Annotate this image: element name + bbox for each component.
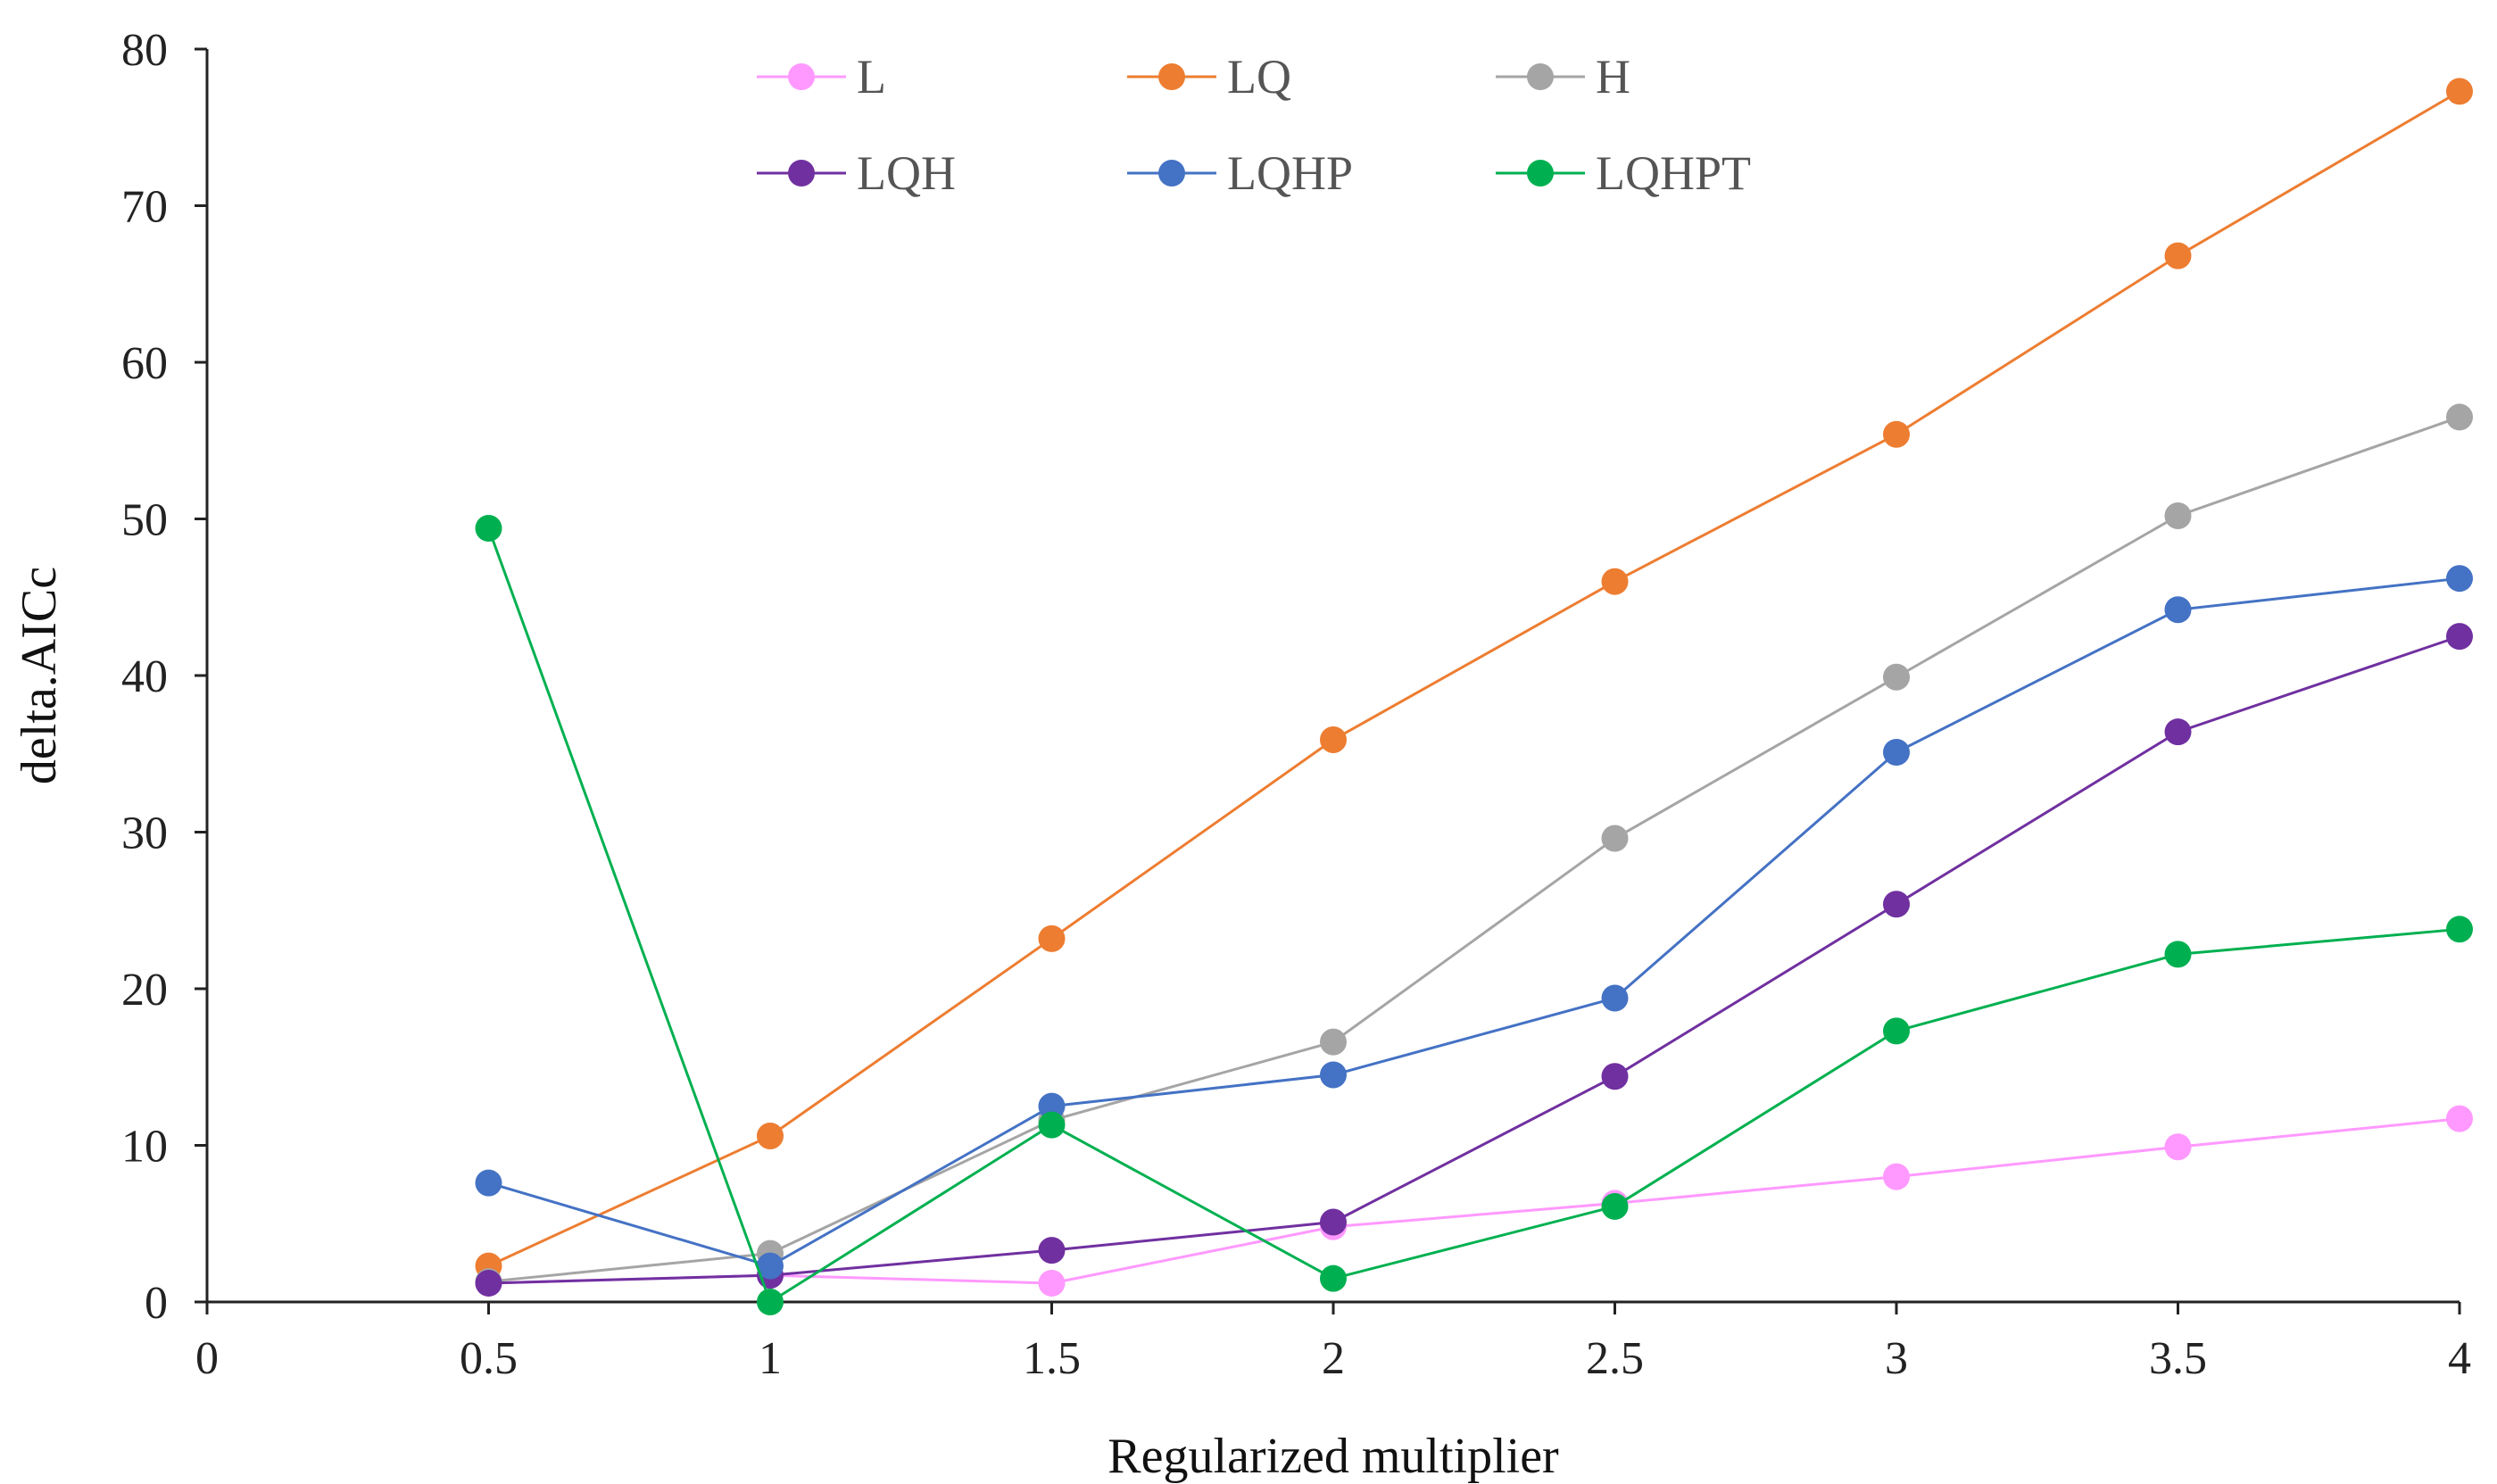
legend-item-lqhp: LQHP bbox=[1127, 146, 1353, 200]
x-tick-label: 4 bbox=[2448, 1333, 2471, 1384]
data-point bbox=[1320, 1061, 1347, 1089]
y-tick-label: 80 bbox=[121, 25, 168, 76]
legend-item-lqh: LQH bbox=[757, 146, 956, 200]
y-tick-label: 50 bbox=[121, 495, 168, 546]
data-point bbox=[1038, 924, 1066, 952]
data-point bbox=[1601, 825, 1629, 852]
data-point bbox=[757, 1289, 784, 1315]
x-tick-label: 0.5 bbox=[460, 1333, 518, 1384]
series-layer bbox=[475, 78, 2473, 1315]
x-tick-label: 3.5 bbox=[2149, 1333, 2207, 1384]
series-line bbox=[488, 576, 2460, 1268]
series-lqhpt bbox=[475, 515, 2473, 1315]
data-point bbox=[757, 1122, 784, 1149]
x-tick-label: 2.5 bbox=[1586, 1333, 1644, 1384]
x-tick-label: 1.5 bbox=[1023, 1333, 1081, 1384]
legend-marker bbox=[788, 63, 815, 90]
series-lqhp bbox=[475, 565, 2473, 1280]
data-point bbox=[2446, 623, 2473, 651]
x-tick-label: 2 bbox=[1322, 1333, 1345, 1384]
data-point bbox=[2164, 242, 2192, 269]
data-point bbox=[1320, 1264, 1347, 1292]
data-point bbox=[1883, 891, 1910, 918]
legend-label: LQHPT bbox=[1596, 146, 1751, 200]
legend-marker bbox=[788, 160, 815, 187]
axes: 0 10 20 30 40 50 60 70 80 0 0.5 1 1.5 2 2.5 3 3.5 4 bbox=[121, 25, 2471, 1384]
data-point bbox=[1601, 1063, 1629, 1090]
data-point bbox=[2446, 1105, 2473, 1132]
series-line bbox=[488, 416, 2460, 1283]
series-line bbox=[488, 634, 2460, 1285]
data-point bbox=[475, 1269, 502, 1297]
legend-label: LQH bbox=[857, 146, 956, 200]
y-tick-label: 30 bbox=[121, 808, 168, 859]
legend-label: L bbox=[857, 50, 886, 104]
data-point bbox=[1038, 1092, 1066, 1120]
data-point bbox=[1883, 1017, 1910, 1045]
legend-item-h: H bbox=[1496, 50, 1630, 104]
legend-item-lqhpt: LQHPT bbox=[1496, 146, 1751, 200]
data-point bbox=[2446, 78, 2473, 105]
y-tick-label: 60 bbox=[121, 338, 168, 389]
data-point bbox=[2446, 916, 2473, 943]
x-axis-title: Regularized multiplier bbox=[1107, 1429, 1559, 1484]
x-tick-label: 3 bbox=[1885, 1333, 1908, 1384]
data-point bbox=[1601, 568, 1629, 595]
legend-marker bbox=[1527, 160, 1554, 187]
x-tick-label: 1 bbox=[759, 1333, 782, 1384]
data-point bbox=[1320, 1208, 1347, 1236]
data-point bbox=[1038, 1237, 1066, 1264]
y-tick-label: 20 bbox=[121, 965, 168, 1016]
data-point bbox=[1320, 725, 1347, 753]
legend-marker bbox=[1158, 160, 1185, 187]
series-line bbox=[487, 90, 2460, 1267]
y-tick-label: 70 bbox=[121, 182, 168, 233]
data-point bbox=[2164, 596, 2192, 624]
data-point bbox=[2446, 403, 2473, 431]
legend-item-lq: LQ bbox=[1127, 50, 1291, 104]
legend-item-l: L bbox=[757, 50, 886, 104]
y-tick-label: 10 bbox=[121, 1122, 168, 1173]
data-point bbox=[1038, 1269, 1066, 1297]
data-point bbox=[1601, 984, 1629, 1012]
legend-marker bbox=[1158, 63, 1185, 90]
series-line bbox=[488, 1117, 2460, 1285]
data-point bbox=[1883, 663, 1910, 691]
data-point bbox=[475, 1169, 502, 1197]
data-point bbox=[1883, 738, 1910, 766]
data-point bbox=[1038, 1111, 1066, 1139]
series-line bbox=[487, 527, 2460, 1305]
x-tick-label: 0 bbox=[195, 1333, 219, 1384]
data-point bbox=[2164, 718, 2192, 746]
y-axis-title: delta.AICc bbox=[12, 567, 67, 784]
data-point bbox=[1883, 420, 1910, 448]
data-point bbox=[1883, 1163, 1910, 1190]
legend-label: H bbox=[1596, 50, 1630, 104]
data-point bbox=[1320, 1028, 1347, 1056]
data-point bbox=[1601, 1192, 1629, 1220]
data-point bbox=[2164, 941, 2192, 968]
data-point bbox=[757, 1252, 784, 1280]
data-point bbox=[475, 515, 502, 543]
data-point bbox=[2446, 565, 2473, 593]
series-lq bbox=[475, 78, 2473, 1280]
data-point bbox=[2164, 1133, 2192, 1161]
y-tick-label: 0 bbox=[145, 1278, 168, 1329]
legend-label: LQHP bbox=[1227, 146, 1353, 200]
data-point bbox=[2164, 502, 2192, 529]
legend-label: LQ bbox=[1227, 50, 1291, 104]
y-tick-label: 40 bbox=[121, 651, 168, 702]
legend-marker bbox=[1527, 63, 1554, 90]
series-h bbox=[475, 403, 2473, 1296]
